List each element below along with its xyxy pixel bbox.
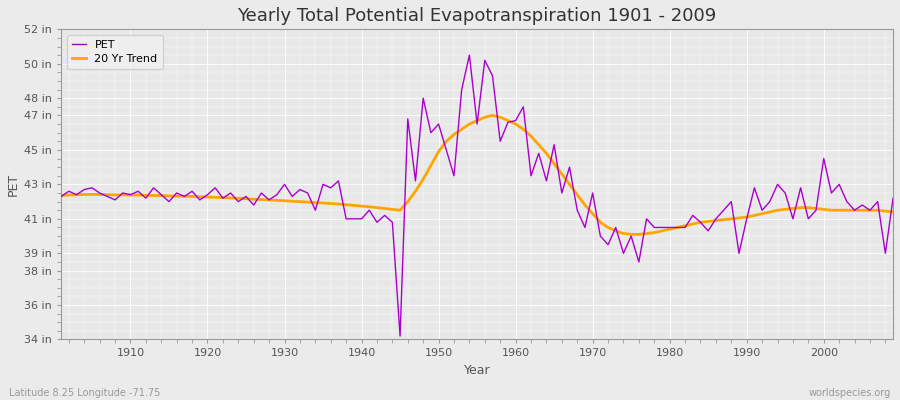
PET [395, 334, 406, 338]
PET [887, 196, 898, 200]
20 Yr Trend [487, 113, 498, 118]
Text: worldspecies.org: worldspecies.org [809, 388, 891, 398]
PET [56, 194, 67, 199]
Y-axis label: PET: PET [7, 173, 20, 196]
Legend: PET, 20 Yr Trend: PET, 20 Yr Trend [67, 35, 163, 70]
PET [618, 251, 629, 256]
20 Yr Trend [333, 202, 344, 206]
PET [518, 104, 528, 109]
20 Yr Trend [518, 127, 528, 132]
20 Yr Trend [887, 210, 898, 214]
20 Yr Trend [117, 192, 128, 197]
Line: PET: PET [61, 55, 893, 336]
Title: Yearly Total Potential Evapotranspiration 1901 - 2009: Yearly Total Potential Evapotranspiratio… [238, 7, 716, 25]
20 Yr Trend [610, 228, 621, 233]
Line: 20 Yr Trend: 20 Yr Trend [61, 116, 893, 234]
PET [526, 173, 536, 178]
20 Yr Trend [626, 232, 636, 237]
20 Yr Trend [56, 193, 67, 198]
PET [287, 194, 298, 199]
20 Yr Trend [287, 199, 298, 204]
X-axis label: Year: Year [464, 364, 490, 377]
PET [464, 53, 475, 58]
PET [117, 190, 128, 195]
PET [333, 178, 344, 183]
20 Yr Trend [510, 122, 521, 126]
Text: Latitude 8.25 Longitude -71.75: Latitude 8.25 Longitude -71.75 [9, 388, 160, 398]
